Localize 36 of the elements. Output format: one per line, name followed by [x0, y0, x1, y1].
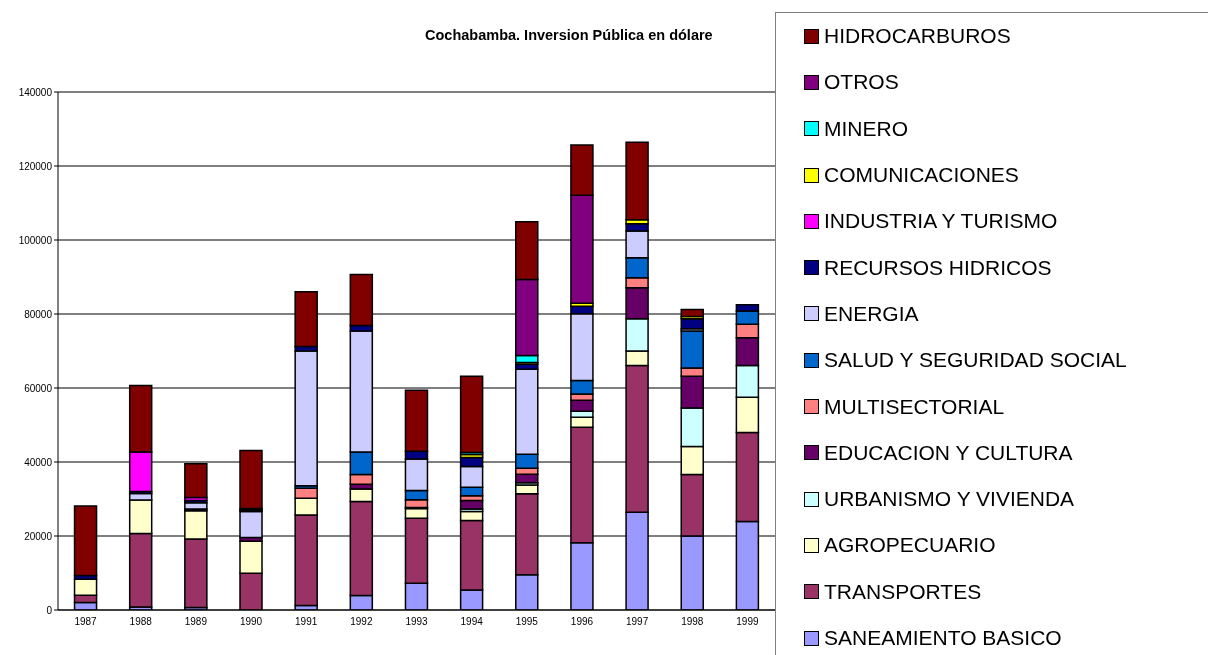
- legend-label: MINERO: [824, 116, 908, 141]
- x-tick-label: 1995: [515, 616, 539, 628]
- legend-label: SALUD Y SEGURIDAD SOCIAL: [824, 348, 1127, 373]
- legend-label: COMUNICACIONES: [824, 163, 1019, 188]
- x-tick-label: 1997: [625, 616, 649, 628]
- x-tick-label: 1992: [350, 616, 373, 628]
- x-tick-label: 1989: [184, 616, 208, 628]
- legend-label: INDUSTRIA Y TURISMO: [824, 209, 1058, 234]
- legend-label: TRANSPORTES: [824, 579, 982, 604]
- x-tick-label: 1993: [405, 616, 429, 628]
- legend-label: HIDROCARBUROS: [824, 24, 1011, 49]
- x-tick-label: 1998: [681, 616, 704, 628]
- legend-label: EDUCACION Y CULTURA: [824, 440, 1073, 465]
- legend-label: AGROPECUARIO: [824, 533, 996, 558]
- legend-label: URBANISMO Y VIVIENDA: [824, 487, 1075, 512]
- chart-title: Cochabamba. Inversion Pública en dólare: [425, 27, 713, 43]
- y-tick-label: 0: [46, 604, 53, 616]
- x-tick-label: 1994: [460, 616, 484, 628]
- x-tick-label: 1999: [736, 616, 759, 628]
- legend-label: OTROS: [824, 70, 899, 95]
- legend-label: MULTISECTORIAL: [824, 394, 1005, 419]
- legend-label: SANEAMIENTO BASICO: [824, 626, 1062, 650]
- y-tick-label: 20000: [24, 530, 53, 542]
- y-tick-label: 100000: [18, 234, 53, 246]
- x-tick-label: 1996: [570, 616, 594, 628]
- x-tick-label: 1990: [239, 616, 263, 628]
- y-tick-label: 60000: [24, 382, 53, 394]
- y-tick-label: 40000: [24, 456, 53, 468]
- y-tick-label: 120000: [18, 160, 53, 172]
- x-tick-label: 1988: [129, 616, 153, 628]
- x-tick-label: 1991: [295, 616, 318, 628]
- legend-label: ENERGIA: [824, 301, 919, 326]
- x-tick-label: 1987: [74, 616, 98, 628]
- legend-label: RECURSOS HIDRICOS: [824, 255, 1052, 280]
- y-tick-label: 140000: [18, 86, 53, 98]
- y-tick-label: 80000: [24, 308, 53, 320]
